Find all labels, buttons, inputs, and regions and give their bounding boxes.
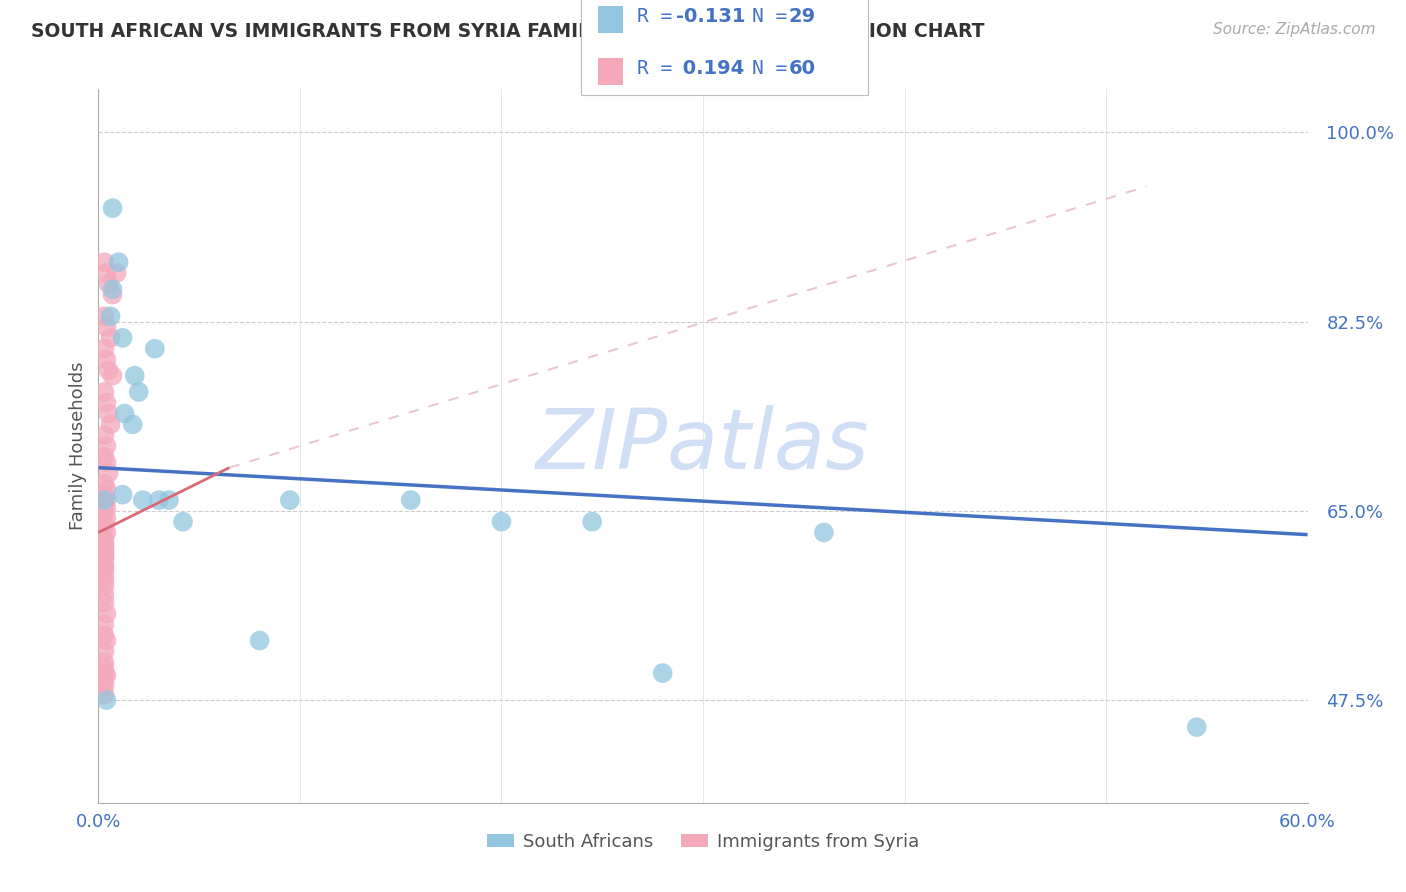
- Text: N =: N =: [752, 7, 799, 27]
- Point: [1185, 720, 1208, 734]
- Point: [96, 525, 118, 540]
- Point: [813, 525, 835, 540]
- Point: [93, 506, 115, 520]
- Point: [100, 331, 122, 345]
- Point: [93, 644, 115, 658]
- Point: [96, 493, 118, 508]
- Text: -0.131: -0.131: [676, 7, 745, 27]
- Point: [96, 607, 118, 621]
- Point: [651, 666, 673, 681]
- Point: [93, 560, 115, 574]
- Text: 0.194: 0.194: [676, 59, 745, 78]
- Point: [121, 417, 143, 432]
- Text: SOUTH AFRICAN VS IMMIGRANTS FROM SYRIA FAMILY HOUSEHOLDS CORRELATION CHART: SOUTH AFRICAN VS IMMIGRANTS FROM SYRIA F…: [31, 22, 984, 41]
- Point: [581, 515, 603, 529]
- Point: [100, 417, 122, 432]
- Point: [96, 352, 118, 367]
- Point: [249, 633, 271, 648]
- Point: [96, 668, 118, 682]
- Point: [101, 201, 124, 215]
- Point: [96, 693, 118, 707]
- Point: [96, 633, 118, 648]
- Point: [93, 531, 115, 545]
- Text: N =: N =: [752, 59, 799, 78]
- Point: [93, 547, 115, 561]
- Point: [93, 655, 115, 669]
- Point: [96, 501, 118, 516]
- Legend: South Africans, Immigrants from Syria: South Africans, Immigrants from Syria: [479, 826, 927, 858]
- Point: [96, 482, 118, 496]
- Point: [107, 255, 129, 269]
- Point: [132, 493, 155, 508]
- Point: [93, 574, 115, 589]
- Point: [93, 450, 115, 464]
- Point: [97, 363, 120, 377]
- Point: [93, 679, 115, 693]
- Point: [93, 596, 115, 610]
- Point: [143, 342, 166, 356]
- Point: [100, 310, 122, 324]
- Point: [157, 493, 180, 508]
- Point: [93, 666, 115, 681]
- Y-axis label: Family Households: Family Households: [69, 362, 87, 530]
- Point: [93, 476, 115, 491]
- Point: [93, 516, 115, 531]
- Point: [93, 563, 115, 577]
- Point: [278, 493, 301, 508]
- Point: [93, 495, 115, 509]
- Point: [124, 368, 146, 383]
- Point: [96, 511, 118, 525]
- Point: [93, 493, 115, 508]
- Point: [96, 396, 118, 410]
- Point: [96, 266, 118, 280]
- Point: [101, 287, 124, 301]
- Point: [93, 588, 115, 602]
- Point: [399, 493, 422, 508]
- Point: [93, 488, 115, 502]
- Text: Source: ZipAtlas.com: Source: ZipAtlas.com: [1212, 22, 1375, 37]
- Point: [93, 617, 115, 632]
- Point: [97, 407, 120, 421]
- Point: [93, 520, 115, 534]
- Point: [96, 439, 118, 453]
- Point: [93, 580, 115, 594]
- Point: [93, 255, 115, 269]
- Text: R =: R =: [637, 59, 683, 78]
- Point: [93, 342, 115, 356]
- Point: [96, 320, 118, 334]
- Point: [93, 660, 115, 674]
- Point: [93, 674, 115, 689]
- Point: [93, 628, 115, 642]
- Point: [97, 277, 120, 291]
- Point: [93, 688, 115, 702]
- Text: 60: 60: [789, 59, 815, 78]
- Point: [101, 368, 124, 383]
- Point: [93, 549, 115, 564]
- Point: [93, 558, 115, 572]
- Point: [93, 428, 115, 442]
- Point: [93, 568, 115, 582]
- Point: [101, 282, 124, 296]
- Point: [93, 545, 115, 559]
- Point: [111, 488, 134, 502]
- Point: [97, 466, 120, 480]
- Point: [93, 541, 115, 556]
- Point: [93, 539, 115, 553]
- Point: [93, 536, 115, 550]
- Point: [114, 407, 136, 421]
- Text: ZIPatlas: ZIPatlas: [536, 406, 870, 486]
- Point: [93, 552, 115, 566]
- Point: [93, 384, 115, 399]
- Point: [491, 515, 513, 529]
- Point: [96, 455, 118, 469]
- Point: [111, 331, 134, 345]
- Point: [105, 266, 128, 280]
- Point: [93, 310, 115, 324]
- Text: 29: 29: [789, 7, 815, 27]
- Text: R =: R =: [637, 7, 683, 27]
- Point: [172, 515, 194, 529]
- Point: [128, 384, 150, 399]
- Point: [148, 493, 170, 508]
